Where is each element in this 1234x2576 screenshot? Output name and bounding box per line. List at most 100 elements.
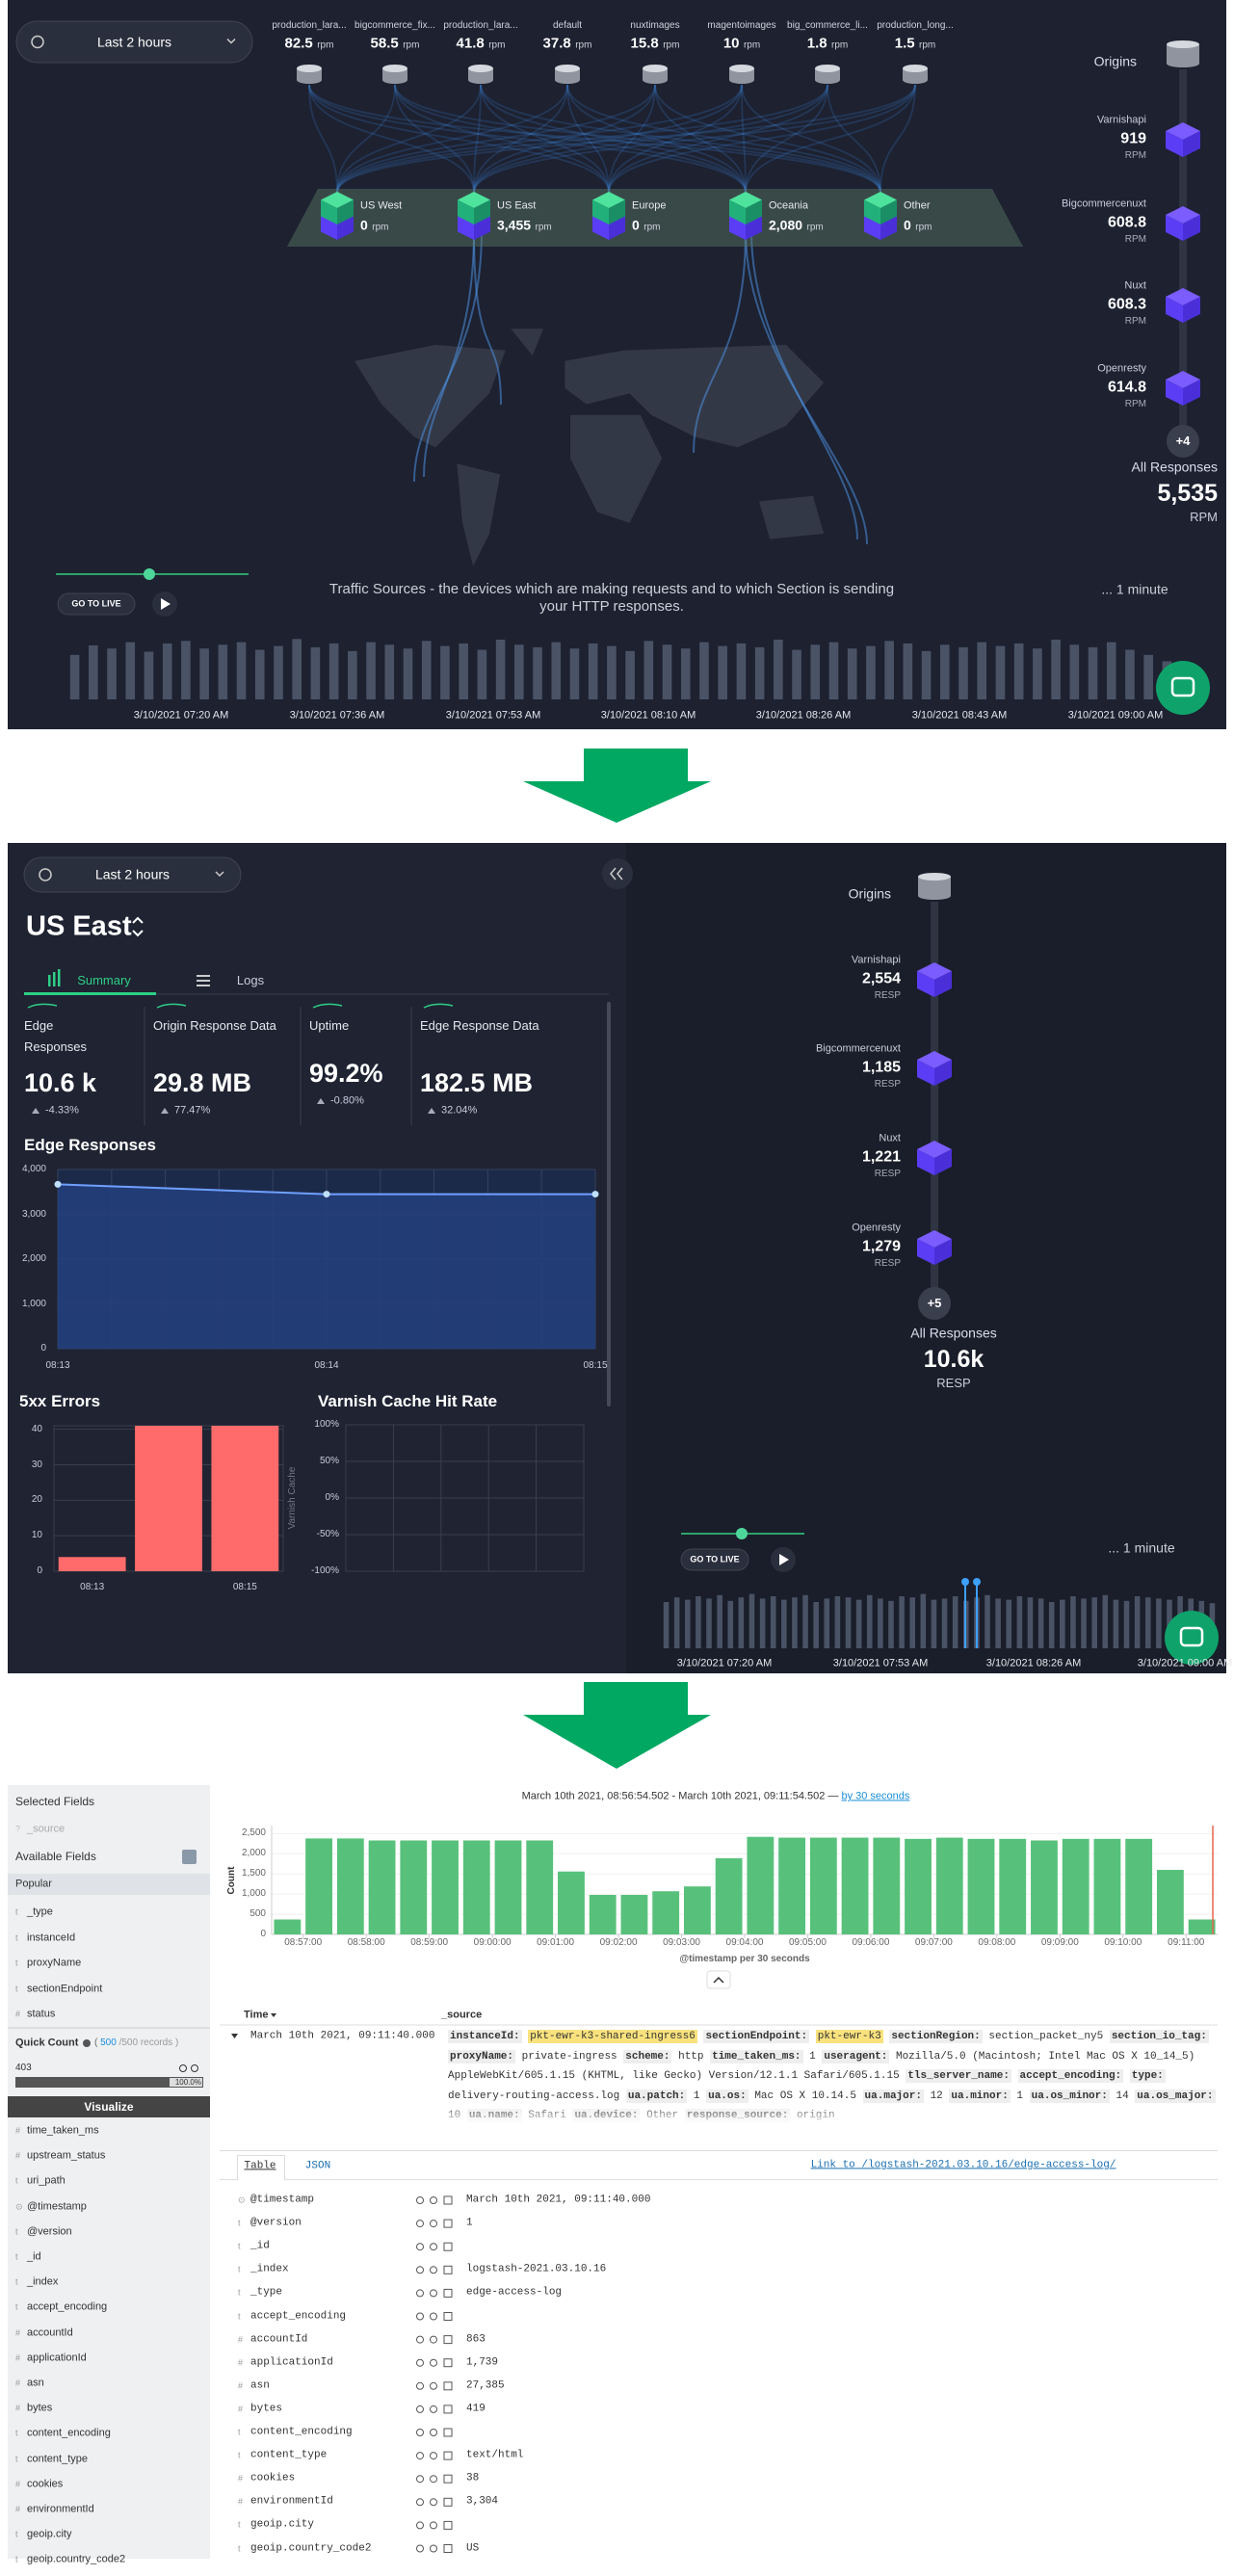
time-range-header-part: by 30 seconds [841, 1790, 910, 1802]
visualize-button[interactable]: Visualize [84, 2099, 134, 2114]
field-name[interactable]: geoip.country_code2 [27, 2553, 126, 2565]
origin-unit: RESP [874, 1258, 901, 1269]
field-name[interactable]: content_type [27, 2453, 88, 2464]
activity-bar [384, 644, 395, 699]
cube-icon [917, 1239, 934, 1265]
source-part: pkt-ewr-k3 [815, 2030, 883, 2043]
field-name[interactable]: _index [27, 2275, 59, 2288]
tab[interactable]: Summary [77, 973, 131, 988]
field-icon: t [15, 2529, 18, 2539]
field-icon: t [15, 1932, 18, 1943]
activity-bar [855, 1599, 862, 1648]
field-value: 3,304 [466, 2495, 499, 2508]
source-part: instanceId: [448, 2030, 522, 2043]
field-name[interactable]: asn [27, 2377, 44, 2389]
field-name[interactable]: uri_path [27, 2174, 66, 2187]
point [54, 1180, 62, 1188]
field-name: accept_encoding [250, 2309, 347, 2322]
detail-tab[interactable]: JSON [304, 2160, 331, 2172]
activity-bar [995, 645, 1006, 699]
filter-icon [416, 2335, 424, 2344]
field-name[interactable]: accept_encoding [27, 2300, 108, 2313]
field-name[interactable]: upstream_status [27, 2149, 106, 2162]
bar [274, 1919, 302, 1934]
timeline-date: 3/10/2021 07:36 AM [289, 709, 385, 722]
go-live-button[interactable]: GO TO LIVE [71, 598, 121, 609]
field-name[interactable]: instanceId [27, 1931, 76, 1943]
activity-bar [770, 1596, 776, 1648]
go-live-button[interactable]: GO TO LIVE [690, 1554, 740, 1564]
field-name[interactable]: @timestamp [27, 2200, 87, 2212]
chat-button[interactable] [1165, 1611, 1219, 1665]
activity-bar [144, 651, 154, 699]
y-axis-label: Varnish Cache [287, 1466, 298, 1530]
settings-button[interactable] [182, 1850, 197, 1864]
field-name[interactable]: applicationId [27, 2352, 87, 2364]
field-name[interactable]: proxyName [27, 1957, 82, 1969]
bar [1188, 1919, 1216, 1934]
time-range[interactable]: Last 2 hours [94, 866, 171, 882]
field-name[interactable]: geoip.city [27, 2528, 72, 2540]
flow-line [308, 84, 747, 194]
stat-value: 29.8 MB [153, 1067, 252, 1097]
field-name[interactable]: _id [27, 2250, 41, 2263]
flow-line [473, 84, 743, 194]
filter-icon [430, 2196, 437, 2204]
field-name[interactable]: @version [27, 2225, 72, 2238]
activity-bar [941, 1598, 948, 1648]
flow-line [654, 84, 881, 194]
origin-rate: 41.8 rpm [457, 34, 506, 52]
field-name[interactable]: sectionEndpoint [27, 1982, 103, 1994]
activity-bar [366, 642, 376, 699]
button[interactable] [680, 1548, 749, 1571]
field-name: applicationId [250, 2356, 333, 2369]
origin-name: Openresty [1097, 362, 1146, 375]
field-name[interactable]: cookies [27, 2478, 64, 2490]
activity-bar [459, 643, 468, 699]
field-name[interactable]: content_encoding [27, 2427, 111, 2439]
activity-bar [569, 648, 580, 699]
timeline-date: 3/10/2021 07:53 AM [832, 1657, 929, 1669]
visualize-button[interactable] [8, 2096, 210, 2117]
column-header[interactable]: Time [244, 2009, 269, 2021]
field-name[interactable]: environmentId [27, 2503, 94, 2515]
field-icon: t [15, 2276, 18, 2287]
source-part: ua.minor: [949, 2089, 1011, 2103]
field-name[interactable]: _type [27, 1906, 53, 1918]
detail-link[interactable]: Link to /logstash-2021.03.10.16/edge-acc… [810, 2159, 1116, 2171]
field-value: 27,385 [466, 2379, 505, 2392]
column-icon [443, 2195, 453, 2205]
activity-bar [696, 1596, 701, 1648]
activity-bar [781, 1599, 787, 1648]
origin-rate-part: rpm [575, 39, 592, 51]
stem [931, 902, 938, 1291]
field-name[interactable]: status [27, 2008, 56, 2020]
bar [336, 1838, 364, 1934]
time-range[interactable]: Last 2 hours [96, 34, 172, 50]
bar [135, 1426, 202, 1571]
field-name[interactable]: accountId [27, 2326, 73, 2338]
field-name: cookies [250, 2472, 296, 2484]
filter-icon [430, 2452, 437, 2460]
filter-icon [430, 2358, 437, 2367]
activity-bar [495, 639, 506, 699]
filter-icon [416, 2220, 424, 2228]
field-name: asn [250, 2379, 270, 2392]
flow-line [394, 84, 747, 194]
field-name[interactable]: time_taken_ms [27, 2124, 99, 2137]
chat-button[interactable] [1156, 661, 1210, 715]
collapse-button[interactable] [706, 1970, 731, 1989]
flow-line [473, 84, 568, 194]
field-icon: # [15, 2403, 21, 2413]
bar [1062, 1838, 1090, 1934]
tab[interactable]: Logs [236, 973, 265, 988]
source-part: http [678, 2050, 704, 2063]
button[interactable] [57, 592, 136, 616]
field-icon: t [15, 1984, 18, 1994]
field-icon: t [15, 2175, 18, 2186]
time-picker[interactable] [23, 856, 242, 893]
time-picker[interactable] [15, 20, 253, 64]
origin-value: 2,554 [861, 970, 901, 987]
field-name[interactable]: bytes [27, 2402, 53, 2414]
detail-tab[interactable]: Table [244, 2160, 276, 2172]
